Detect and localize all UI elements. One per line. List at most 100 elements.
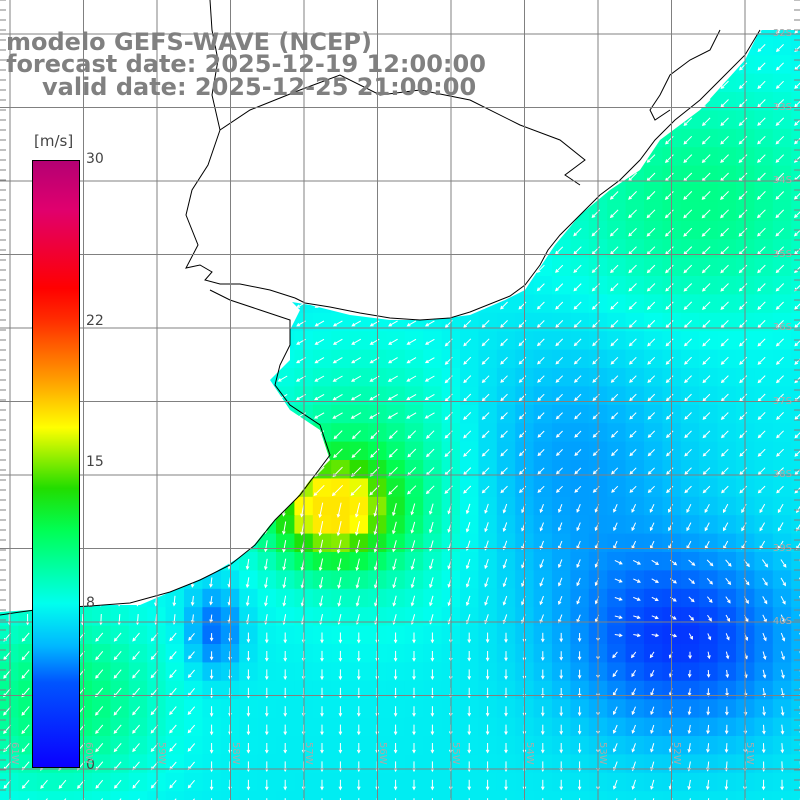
- wind-arrow: [651, 596, 659, 601]
- wind-arrow: [794, 303, 800, 310]
- wind-arrow: [688, 596, 695, 602]
- wind-arrow-head: [594, 600, 599, 605]
- wind-arrow-head: [573, 379, 578, 383]
- wind-arrow-head: [424, 396, 429, 401]
- wind-arrow-head: [683, 324, 688, 329]
- wind-arrow-head: [574, 489, 579, 493]
- wind-arrow-head: [726, 618, 731, 623]
- wind-cell: [496, 791, 516, 800]
- wind-arrow-head: [664, 232, 669, 237]
- wind-arrow: [555, 338, 564, 346]
- wind-arrow: [407, 448, 417, 458]
- wind-arrow-head: [757, 342, 762, 347]
- wind-cell: [791, 386, 800, 406]
- wind-arrow: [704, 503, 710, 513]
- wind-arrow: [629, 430, 637, 438]
- wind-arrow-head: [425, 453, 430, 458]
- wind-arrow-head: [610, 342, 615, 347]
- wind-arrow: [556, 430, 563, 438]
- wind-arrow: [392, 521, 397, 534]
- wind-arrow: [666, 467, 674, 475]
- wind-arrow: [720, 283, 729, 292]
- wind-arrow: [556, 412, 563, 420]
- wind-arrow: [429, 595, 434, 606]
- wind-arrow: [407, 320, 417, 327]
- wind-arrow-head: [720, 434, 725, 439]
- wind-arrow-head: [723, 509, 727, 514]
- wind-cell: [791, 552, 800, 571]
- wind-arrow: [283, 540, 287, 552]
- wind-arrow: [688, 559, 695, 566]
- wind-arrow: [484, 522, 489, 532]
- wind-arrow: [683, 227, 693, 237]
- wind-cell: [478, 791, 498, 800]
- wind-arrow: [314, 412, 325, 419]
- wind-arrow-head: [424, 359, 429, 364]
- wind-arrow: [794, 468, 800, 475]
- wind-arrow: [614, 597, 622, 601]
- wind-arrow: [628, 246, 637, 255]
- wind-arrow-head: [574, 433, 579, 438]
- wind-arrow-head: [704, 509, 708, 514]
- wind-arrow-head: [574, 415, 578, 420]
- wind-arrow: [537, 264, 545, 273]
- wind-arrow: [558, 540, 563, 549]
- wind-arrow: [759, 503, 766, 513]
- wind-arrow-head: [757, 361, 762, 365]
- wind-arrow: [632, 559, 641, 565]
- wind-arrow: [666, 430, 674, 438]
- wind-arrow-head: [518, 342, 523, 347]
- wind-arrow-head: [775, 306, 780, 310]
- wind-arrow: [629, 393, 637, 401]
- wind-arrow: [407, 338, 417, 345]
- wind-arrow: [611, 430, 619, 438]
- wind-arrow-head: [775, 85, 780, 89]
- wind-arrow-head: [558, 600, 562, 605]
- wind-arrow-head: [610, 360, 615, 365]
- wind-arrow-head: [628, 214, 632, 219]
- wind-arrow-head: [332, 473, 337, 478]
- wind-arrow: [614, 578, 622, 583]
- wind-arrow: [720, 117, 729, 126]
- wind-arrow-head: [727, 562, 732, 567]
- wind-cell: [791, 699, 800, 719]
- wind-arrow-head: [739, 342, 743, 347]
- wind-cell: [791, 128, 800, 148]
- wind-arrow-head: [776, 434, 780, 439]
- wind-arrow-head: [757, 306, 762, 310]
- wind-arrow-head: [539, 601, 544, 606]
- wind-arrow-head: [738, 140, 743, 145]
- wind-arrow-head: [592, 433, 597, 438]
- wind-arrow-head: [332, 359, 337, 364]
- wind-arrow-head: [739, 397, 744, 402]
- wind-arrow-head: [429, 584, 433, 589]
- wind-arrow-head: [701, 159, 706, 164]
- wind-arrow-head: [521, 583, 525, 588]
- wind-arrow-head: [794, 416, 799, 420]
- wind-arrow-head: [629, 470, 634, 475]
- wind-arrow-head: [463, 397, 467, 402]
- wind-arrow: [411, 595, 416, 606]
- wind-arrow: [537, 412, 545, 420]
- wind-arrow: [665, 338, 674, 347]
- wind-arrow: [500, 448, 508, 457]
- wind-arrow-head: [793, 232, 798, 237]
- wind-arrow-head: [573, 360, 578, 365]
- wind-arrow: [666, 412, 674, 420]
- wind-arrow: [757, 154, 766, 163]
- wind-arrow: [684, 320, 692, 328]
- wind-arrow: [720, 264, 729, 273]
- wind-arrow-head: [558, 508, 562, 513]
- wind-arrow: [503, 540, 508, 550]
- wind-arrow-head: [502, 601, 507, 606]
- wind-arrow-head: [428, 510, 433, 515]
- wind-arrow: [613, 522, 618, 531]
- wind-arrow-head: [500, 397, 505, 402]
- wind-arrow: [500, 338, 508, 346]
- wind-arrow: [684, 467, 692, 475]
- wind-arrow-head: [683, 140, 688, 145]
- wind-arrow: [573, 301, 582, 310]
- wind-arrow: [776, 356, 784, 365]
- wind-arrow-head: [775, 140, 780, 145]
